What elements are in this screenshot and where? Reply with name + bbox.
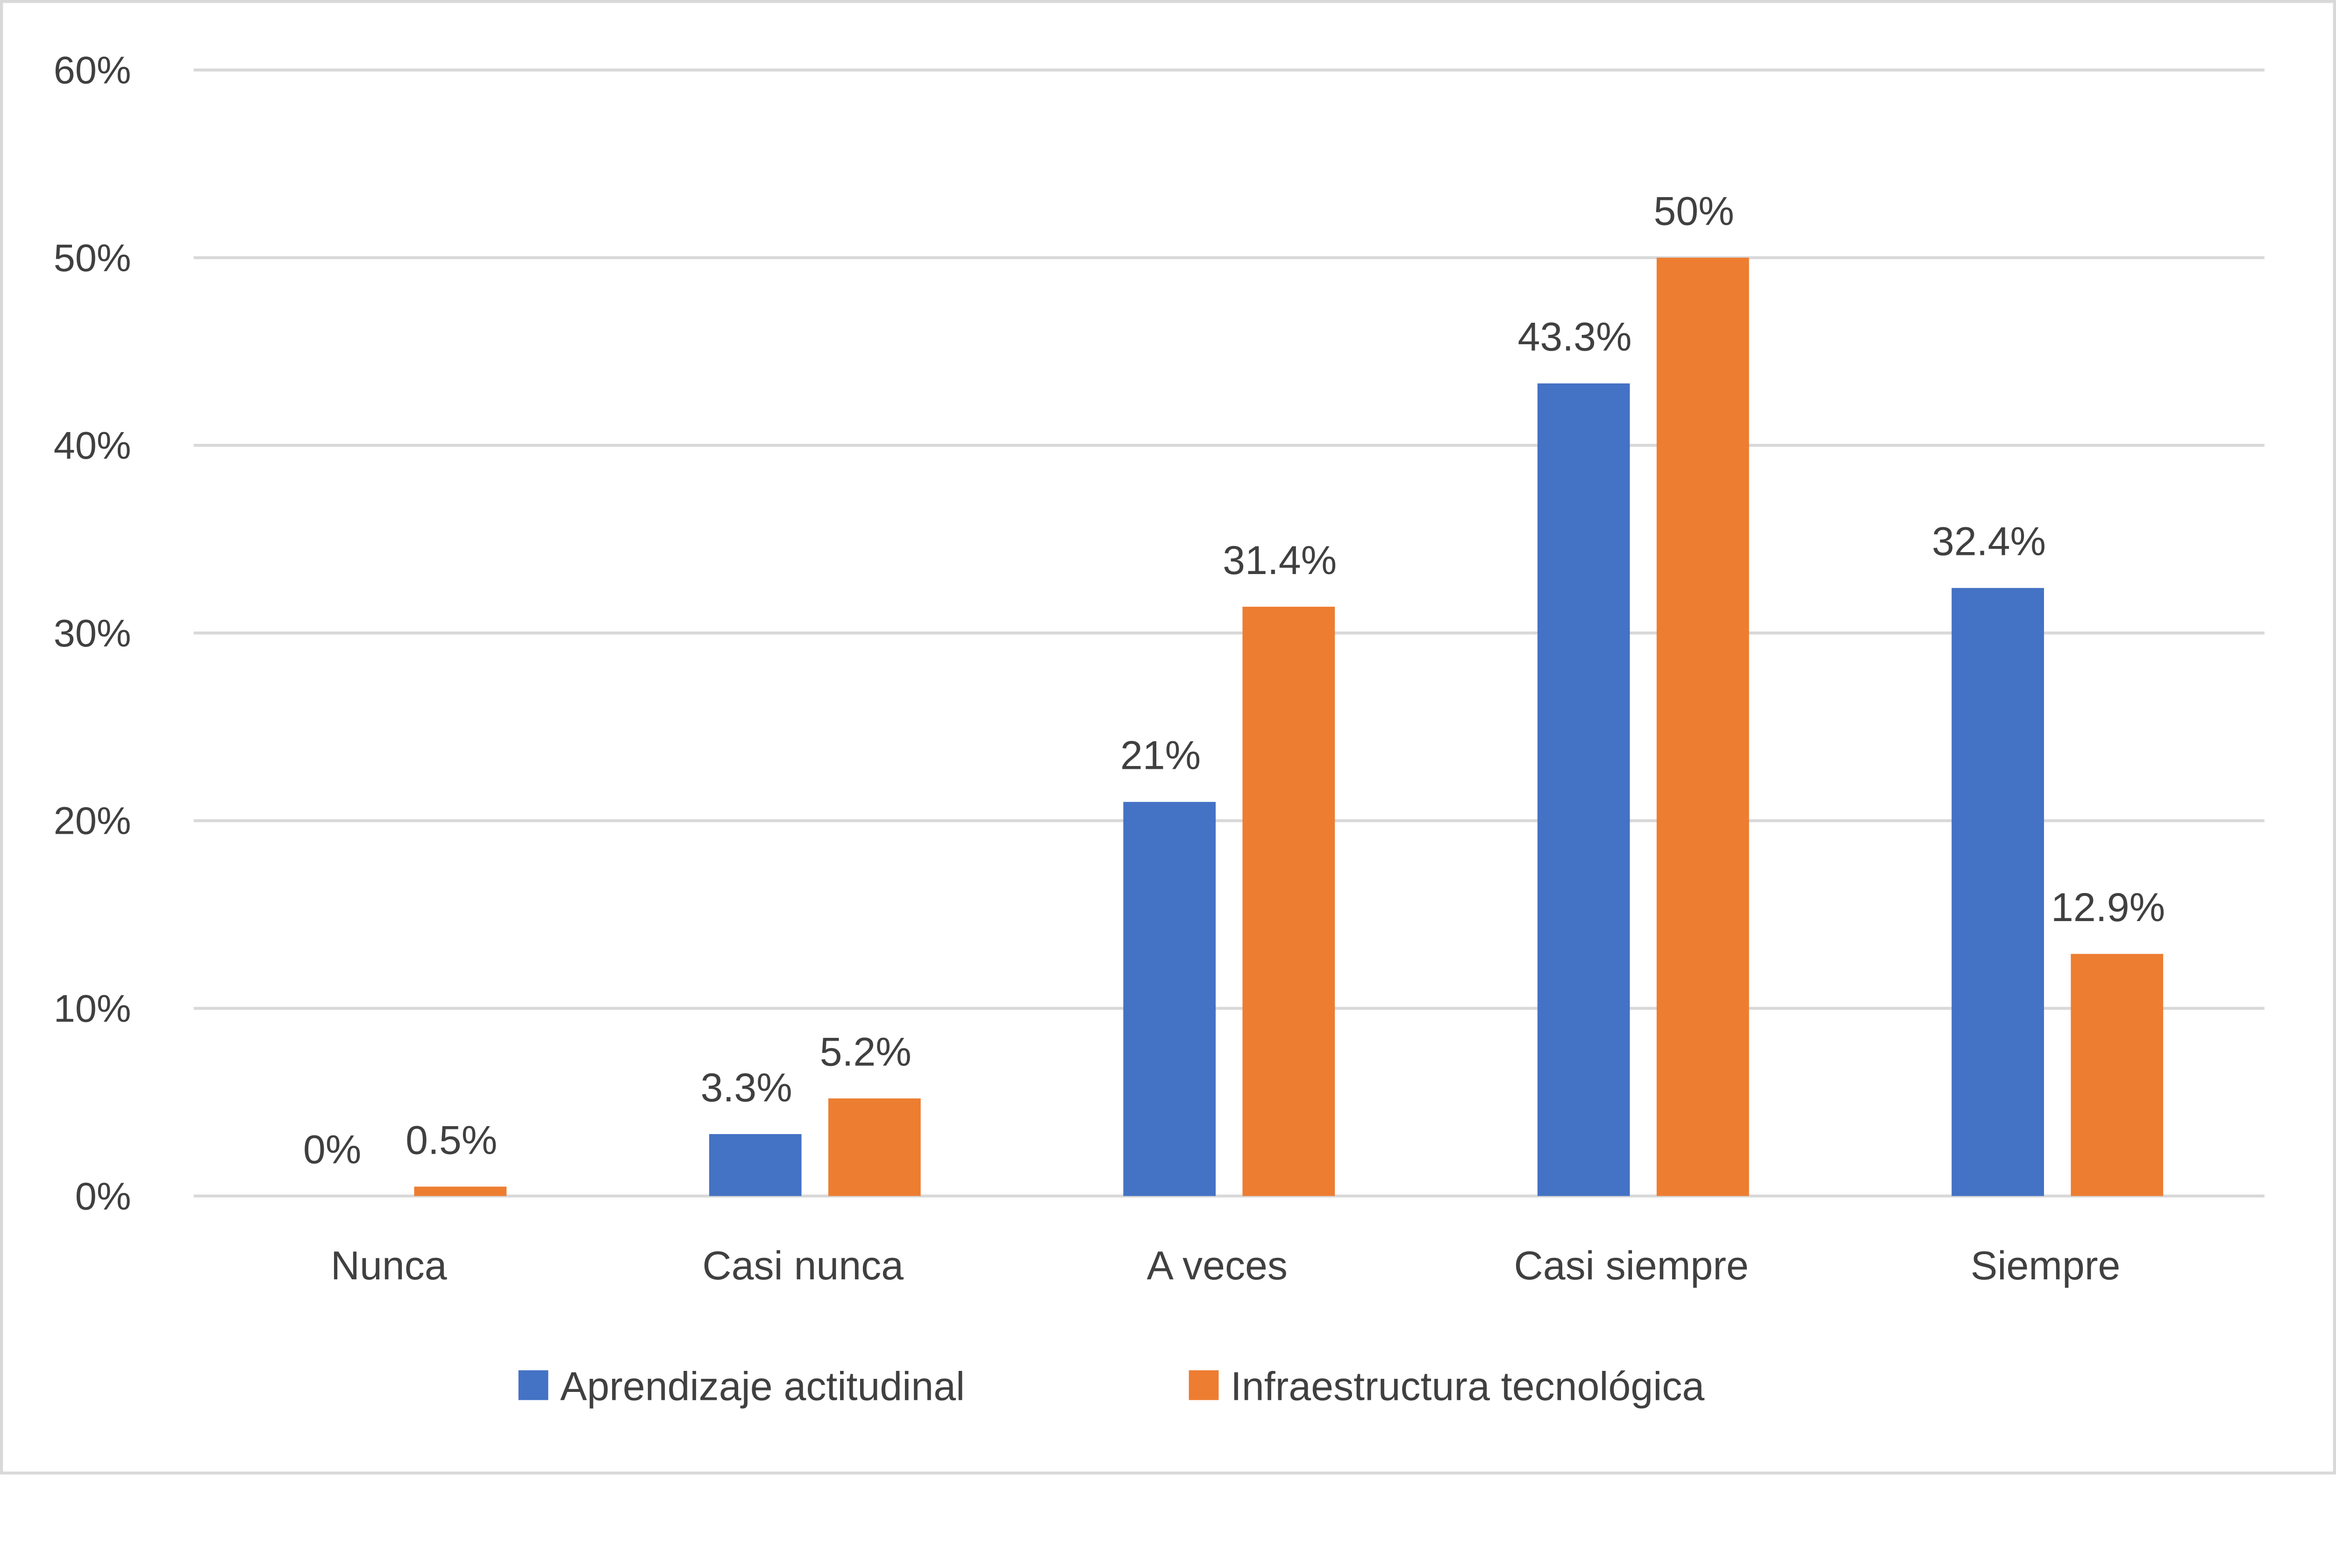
data-label: 12.9%: [2051, 885, 2165, 930]
bar-infraestructura: [1656, 257, 1749, 1196]
data-label: 31.4%: [1223, 538, 1337, 583]
bar-infraestructura: [2071, 954, 2164, 1196]
legend-label: Aprendizaje actitudinal: [560, 1364, 965, 1409]
y-tick-label: 40%: [54, 424, 131, 467]
labels: Nunca 0% 0.5% Casi nunca 3.3% 5.2% A veces 21% 3…: [303, 189, 2165, 1289]
bar-infraestructura: [828, 1098, 921, 1196]
y-tick-label: 30%: [54, 611, 131, 655]
x-tick-label: Nunca: [331, 1243, 447, 1288]
bar-aprendizaje: [709, 1134, 802, 1196]
y-tick-label: 10%: [54, 986, 131, 1030]
x-tick-label: A veces: [1147, 1243, 1288, 1288]
data-label: 32.4%: [1932, 519, 2046, 564]
legend-swatch: [518, 1370, 548, 1400]
data-label: 0.5%: [406, 1118, 497, 1163]
data-label: 5.2%: [820, 1029, 912, 1074]
grid: 0% 10% 20% 30% 40% 50% 60%: [54, 49, 2265, 1218]
bar-aprendizaje: [1537, 383, 1630, 1196]
data-label: 21%: [1120, 733, 1201, 778]
y-tick-label: 50%: [54, 236, 131, 279]
x-tick-label: Siempre: [1971, 1243, 2121, 1288]
x-tick-label: Casi nunca: [702, 1243, 904, 1288]
data-label: 43.3%: [1517, 315, 1631, 360]
bars: [414, 257, 2164, 1196]
bar-infraestructura: [414, 1186, 507, 1196]
chart-frame: [0, 0, 2336, 1475]
legend: Aprendizaje actitudinal Infraestructura t…: [518, 1364, 1704, 1409]
legend-swatch: [1189, 1370, 1219, 1400]
bar-infraestructura: [1242, 606, 1335, 1196]
bar-chart: 0% 10% 20% 30% 40% 50% 60% Nunca 0% 0.5% Casi nun…: [0, 0, 2336, 1475]
data-label: 3.3%: [700, 1065, 792, 1110]
x-tick-label: Casi siempre: [1514, 1243, 1749, 1288]
y-tick-label: 0%: [75, 1174, 131, 1218]
y-tick-label: 20%: [54, 799, 131, 843]
bar-aprendizaje: [1951, 588, 2044, 1196]
data-label: 50%: [1653, 189, 1734, 234]
y-tick-label: 60%: [54, 49, 131, 92]
bar-aprendizaje: [1123, 802, 1216, 1196]
data-label: 0%: [303, 1127, 361, 1172]
legend-label: Infraestructura tecnológica: [1231, 1364, 1704, 1409]
